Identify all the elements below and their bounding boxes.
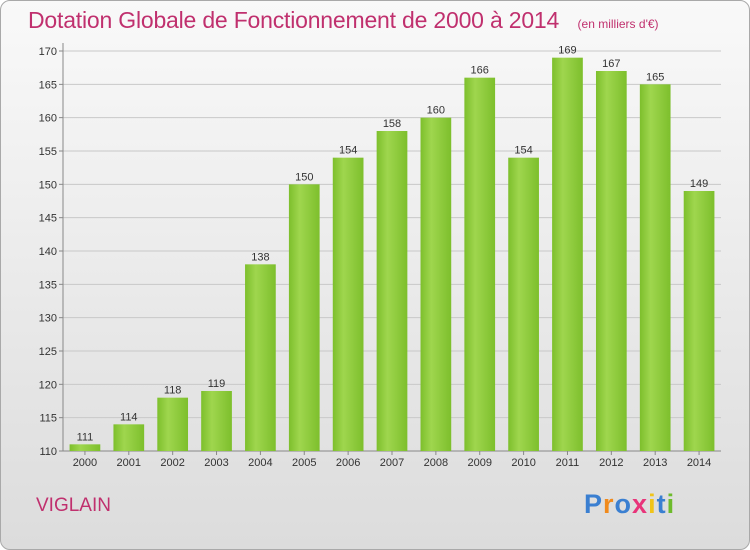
x-tick-label: 2012	[599, 457, 623, 469]
proxiti-logo: Proxiti	[584, 489, 675, 520]
bar	[464, 77, 496, 452]
y-tick-label: 145	[39, 213, 57, 225]
y-tick-label: 160	[39, 113, 57, 125]
bar	[69, 444, 101, 451]
y-tick-label: 165	[39, 79, 57, 91]
logo-letter: o	[614, 489, 633, 519]
bar	[157, 397, 189, 451]
bar	[508, 157, 539, 451]
bar	[683, 191, 715, 451]
bar	[376, 131, 408, 451]
x-tick-label: 2014	[687, 457, 711, 469]
data-label: 119	[208, 378, 226, 390]
data-label: 165	[646, 71, 664, 83]
x-tick-label: 2011	[556, 457, 580, 469]
data-label: 160	[427, 105, 445, 117]
chart-title: Dotation Globale de Fonctionnement de 20…	[28, 7, 560, 33]
y-tick-label: 115	[39, 413, 57, 425]
title-row: Dotation Globale de Fonctionnement de 20…	[28, 7, 659, 34]
location-label: VIGLAIN	[36, 495, 111, 516]
x-tick-label: 2010	[511, 457, 535, 469]
x-tick-label: 2002	[160, 457, 184, 469]
x-tick-label: 2001	[117, 457, 141, 469]
bar	[552, 57, 583, 452]
x-tick-label: 2006	[336, 457, 360, 469]
y-tick-label: 130	[39, 313, 57, 325]
x-tick-label: 2013	[643, 457, 667, 469]
logo-letter: i	[648, 489, 657, 519]
logo-letter: r	[603, 489, 615, 519]
bar	[420, 117, 452, 452]
data-label: 167	[602, 58, 620, 70]
data-label: 150	[295, 171, 313, 183]
x-tick-label: 2003	[204, 457, 228, 469]
logo-letter: x	[632, 489, 649, 519]
x-tick-label: 2008	[424, 457, 448, 469]
y-tick-label: 110	[39, 446, 57, 458]
y-tick-label: 120	[39, 379, 57, 391]
x-tick-label: 2004	[248, 457, 272, 469]
data-label: 154	[339, 145, 357, 157]
x-tick-label: 2000	[73, 457, 97, 469]
y-tick-label: 150	[39, 179, 57, 191]
data-label: 158	[383, 118, 401, 130]
logo-letter: t	[656, 489, 667, 519]
data-label: 166	[471, 65, 489, 77]
y-tick-label: 140	[39, 246, 57, 258]
data-label: 114	[120, 411, 138, 423]
bar	[595, 71, 627, 451]
bar	[113, 424, 145, 451]
y-tick-label: 170	[39, 46, 57, 58]
data-label: 118	[164, 385, 182, 397]
x-tick-label: 2007	[380, 457, 404, 469]
bar	[201, 391, 232, 451]
y-tick-label: 155	[39, 146, 57, 158]
y-tick-label: 135	[39, 279, 57, 291]
x-tick-label: 2005	[292, 457, 316, 469]
data-label: 169	[558, 45, 576, 57]
x-tick-label: 2009	[467, 457, 491, 469]
data-label: 111	[77, 431, 94, 443]
chart-unit-note: (en milliers d'€)	[577, 17, 659, 31]
data-label: 138	[251, 251, 269, 263]
bar	[288, 184, 320, 452]
y-tick-label: 125	[39, 346, 57, 358]
logo-letter: i	[666, 489, 676, 519]
bar	[245, 264, 276, 451]
data-label: 154	[514, 145, 532, 157]
data-label: 149	[690, 178, 708, 190]
bar	[332, 157, 364, 451]
logo-letter: P	[584, 489, 604, 519]
bar	[639, 84, 671, 451]
